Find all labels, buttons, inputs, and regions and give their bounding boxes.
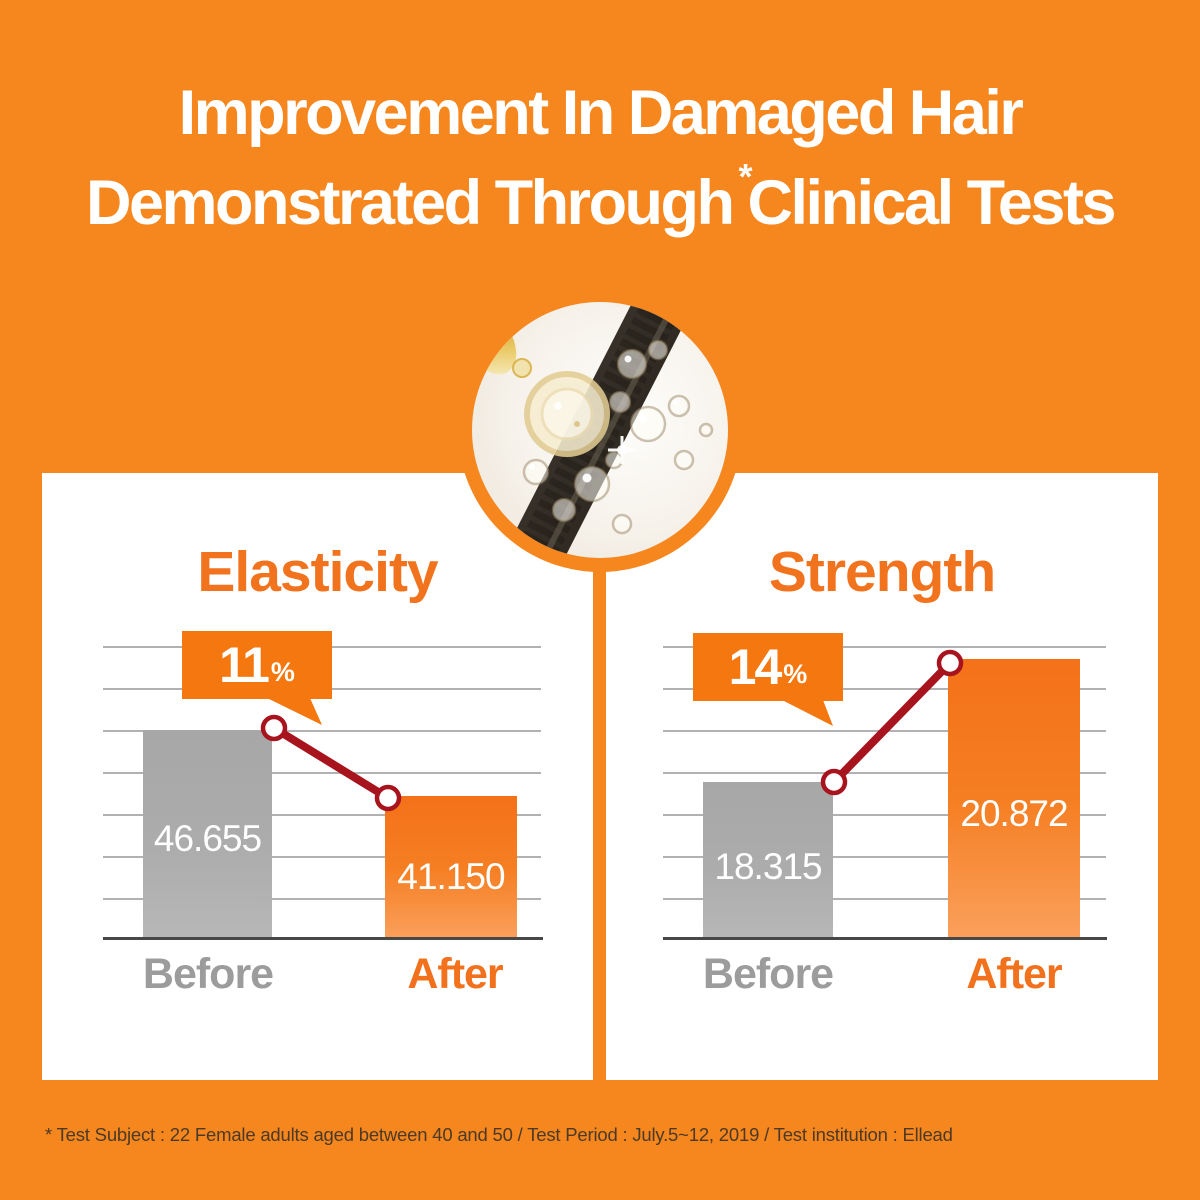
percent-symbol: % <box>270 656 295 687</box>
gridline <box>663 646 1106 648</box>
page-title-line2-suffix: Clinical Tests <box>747 168 1117 238</box>
page-title-line2: Demonstrated Through * Clinical Tests <box>0 156 1200 248</box>
strength-improvement-value: 14 <box>728 639 783 695</box>
elasticity-after-value: 41.150 <box>397 856 505 897</box>
x-axis-baseline <box>663 937 1107 940</box>
strength-improvement-callout: 14 % <box>693 633 843 726</box>
gridline <box>663 856 1106 858</box>
gridline <box>103 814 541 816</box>
gridline <box>103 856 541 858</box>
hair-strand-photo <box>472 302 728 558</box>
elasticity-after-label: After <box>407 950 503 998</box>
elasticity-improvement-callout: 11 % <box>182 631 332 725</box>
page-title-line1: Improvement In Damaged Hair <box>178 78 1024 148</box>
elasticity-title: Elasticity <box>197 540 438 604</box>
gridline <box>663 898 1106 900</box>
strength-title: Strength <box>768 540 996 604</box>
strength-before-bar: 18.315 <box>703 782 833 939</box>
page-title: Improvement In Damaged Hair Demonstrated… <box>0 68 1200 248</box>
footnote-asterisk-marker: * <box>738 156 753 197</box>
clinical-tests-phrase: * Clinical Tests <box>739 156 1117 248</box>
strength-after-bar: 20.872 <box>948 659 1080 939</box>
elasticity-after-bar: 41.150 <box>385 796 517 939</box>
strength-before-label: Before <box>702 950 834 998</box>
page-title-line2-prefix: Demonstrated Through <box>86 168 748 238</box>
x-axis-baseline <box>103 937 543 940</box>
callout-tail <box>267 698 322 725</box>
percent-symbol: % <box>783 658 808 689</box>
strength-after-label: After <box>966 950 1062 998</box>
test-conditions-footnote: * Test Subject : 22 Female adults aged b… <box>45 1124 953 1145</box>
strength-before-value: 18.315 <box>714 846 822 887</box>
elasticity-improvement-value: 11 <box>219 637 270 693</box>
strength-after-value: 20.872 <box>960 793 1068 834</box>
elasticity-before-bar: 46.655 <box>143 730 272 939</box>
gridline <box>103 898 541 900</box>
gridline <box>663 814 1106 816</box>
elasticity-before-label: Before <box>142 950 274 998</box>
elasticity-before-value: 46.655 <box>153 818 262 859</box>
callout-tail <box>782 700 833 726</box>
